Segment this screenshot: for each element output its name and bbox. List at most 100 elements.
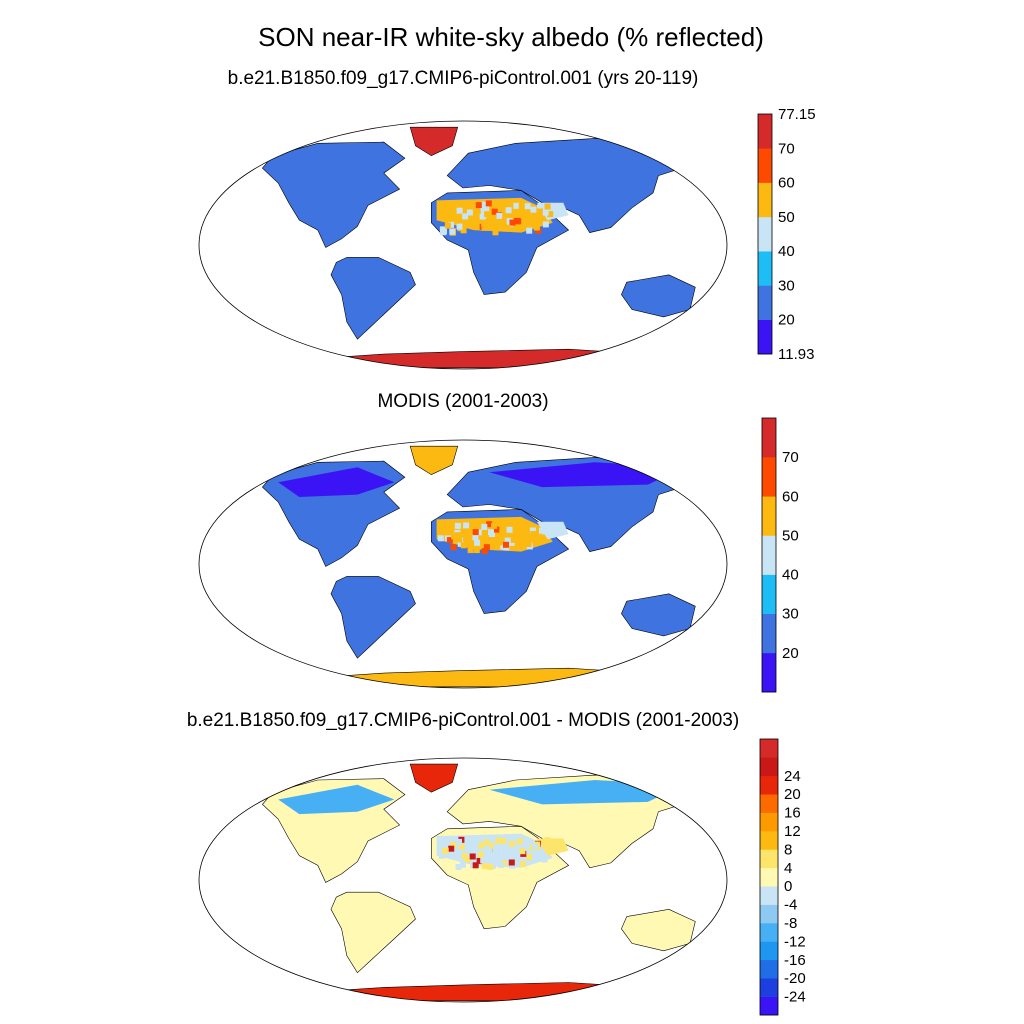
grid-cell	[492, 229, 499, 236]
grid-cell	[490, 223, 497, 230]
colorbar-segment	[762, 574, 776, 615]
grid-cell	[489, 843, 496, 849]
grid-cell	[467, 547, 474, 554]
colorbar-segment	[760, 831, 778, 850]
grid-cell	[504, 224, 511, 231]
grid-cell	[476, 857, 483, 864]
colorbar-label: 70	[782, 449, 799, 466]
grid-cell	[481, 220, 488, 227]
grid-cell	[491, 538, 498, 545]
eurasia-region	[446, 138, 707, 233]
grid-cell	[522, 526, 528, 533]
grid-cell	[503, 533, 510, 540]
panel-3-title: b.e21.B1850.f09_g17.CMIP6-piControl.001 …	[186, 710, 740, 731]
grid-cell	[542, 528, 548, 535]
grid-cell	[500, 837, 507, 844]
colorbar-label: 77.15	[778, 106, 816, 123]
grid-cell	[466, 841, 473, 848]
grid-cell	[547, 211, 554, 218]
grid-cell	[451, 533, 458, 540]
grid-cell	[497, 852, 503, 859]
grid-cell	[444, 222, 451, 229]
grid-cell	[542, 209, 549, 216]
grid-cell	[480, 857, 487, 864]
grid-cell	[483, 205, 490, 212]
colorbar-segment	[760, 923, 778, 942]
grid-cell	[494, 544, 501, 551]
colorbar-label: -16	[784, 952, 806, 969]
grid-cell	[513, 217, 520, 224]
colorbar-segment	[760, 757, 778, 777]
grid-cell	[518, 841, 525, 848]
grid-cell	[496, 539, 503, 546]
map-land-layer-1	[261, 126, 707, 369]
map-land-layer-3	[261, 763, 707, 1002]
grid-cell	[470, 209, 477, 216]
grid-cell	[469, 853, 476, 860]
colorbar-label: 20	[778, 312, 795, 329]
grid-cell	[492, 845, 499, 852]
grid-cell	[542, 221, 549, 228]
arctic-north-america-region	[278, 467, 395, 497]
colorbar-segment	[758, 114, 772, 149]
colorbar-segment	[758, 319, 772, 355]
grid-cell	[477, 520, 484, 527]
grid-cell	[544, 203, 551, 210]
grid-cell	[508, 859, 515, 866]
grid-cell	[519, 860, 526, 867]
colorbar-label: 4	[784, 860, 792, 877]
grid-cell	[475, 529, 482, 536]
map-panel-2	[198, 439, 728, 689]
colorbar-1: 11.93 20 30 40 50 60 70 77.15	[757, 106, 816, 363]
colorbar-segment	[760, 739, 778, 758]
grid-cell	[484, 211, 491, 218]
grid-cell	[494, 532, 501, 539]
colorbar-label: 0	[784, 878, 792, 895]
grid-cell	[481, 548, 488, 555]
grid-cell	[462, 213, 469, 220]
grid-cell	[450, 544, 457, 551]
grid-cell	[532, 843, 539, 850]
grid-cell	[524, 203, 531, 210]
map-land-layer-2	[261, 445, 707, 688]
colorbar-segment	[758, 251, 772, 286]
colorbar-segment	[758, 216, 772, 252]
grid-cell	[478, 842, 485, 849]
grid-cell	[448, 845, 455, 852]
grid-cell	[486, 521, 493, 528]
colorbar-frame	[757, 113, 773, 355]
grid-cell	[505, 207, 512, 214]
grid-cell	[438, 209, 445, 216]
grid-cell	[454, 532, 461, 539]
north-america-region	[261, 141, 406, 248]
grid-cell	[472, 534, 479, 541]
grid-cell	[541, 856, 548, 863]
grid-cell	[472, 529, 479, 536]
antarctica-region	[293, 982, 649, 1002]
grid-cell	[509, 862, 516, 869]
south-america-region	[330, 576, 416, 659]
colorbar-segment	[760, 959, 778, 979]
map-panel-1	[198, 120, 728, 370]
colorbar-label: 30	[782, 606, 799, 623]
south-america-region	[330, 257, 416, 340]
colorbar-segment	[758, 182, 772, 218]
map-border	[198, 120, 728, 370]
greenland-region	[409, 126, 459, 157]
greenland-region	[409, 763, 459, 793]
colorbar-label: -8	[784, 915, 797, 932]
colorbar-label: 11.93	[778, 346, 814, 363]
grid-cell	[475, 202, 482, 209]
colorbar-segment	[760, 886, 778, 905]
map-border	[198, 439, 728, 689]
colorbar-segment	[762, 535, 776, 575]
grid-cell	[496, 212, 503, 219]
colorbar-segment	[762, 457, 776, 497]
colorbar-label: 20	[782, 645, 799, 662]
colorbar-label: -20	[784, 970, 806, 987]
grid-cell	[525, 541, 532, 548]
panel-1-title: b.e21.B1850.f09_g17.CMIP6-piControl.001 …	[227, 68, 699, 89]
grid-cell	[529, 527, 536, 534]
